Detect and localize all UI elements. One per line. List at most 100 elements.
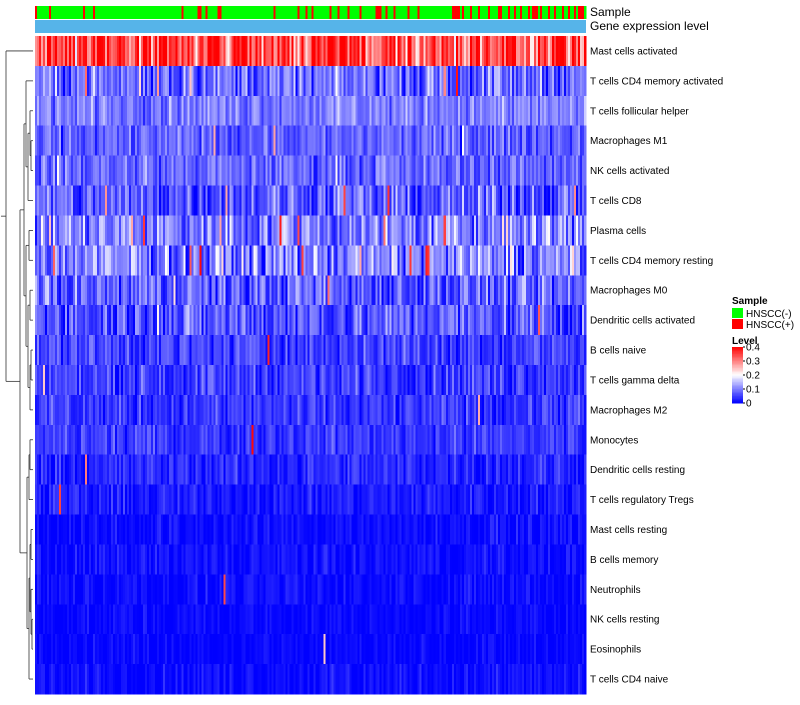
heatmap-cell (115, 185, 118, 216)
heatmap-cell (519, 394, 523, 426)
heatmap-cell (399, 514, 403, 545)
heatmap-cell (389, 36, 393, 67)
heatmap-cell (77, 155, 80, 186)
heatmap-cell (335, 95, 338, 127)
heatmap-cell (529, 305, 533, 336)
heatmap-cell (71, 424, 74, 456)
heatmap-cell (237, 275, 240, 306)
heatmap-cell (327, 454, 330, 486)
heatmap-cell (315, 454, 318, 486)
heatmap-cell (489, 36, 493, 67)
heatmap-cell (577, 335, 581, 366)
heatmap-cell (183, 454, 186, 486)
heatmap-cell (87, 365, 90, 396)
heatmap-cell (211, 394, 214, 426)
heatmap-cell (111, 155, 114, 186)
heatmap-cell (409, 394, 413, 426)
heatmap-cell (551, 305, 555, 336)
heatmap-cell (519, 514, 523, 545)
heatmap-cell (273, 394, 276, 426)
heatmap-cell (475, 65, 479, 97)
heatmap-cell (459, 514, 463, 545)
heatmap-cell (393, 484, 397, 515)
heatmap-cell (57, 95, 60, 127)
heatmap-cell (95, 275, 98, 306)
heatmap-cell (197, 245, 200, 276)
heatmap-cell (555, 365, 559, 396)
heatmap-cell (571, 36, 575, 67)
heatmap-cell (257, 215, 260, 246)
heatmap-cell (409, 454, 413, 486)
heatmap-cell (449, 36, 453, 67)
heatmap-cell (167, 36, 170, 67)
heatmap-cell (575, 245, 579, 276)
heatmap-cell (489, 514, 493, 545)
heatmap-cell (89, 365, 92, 396)
heatmap-cell (571, 215, 575, 246)
heatmap-cell (171, 125, 174, 157)
heatmap-cell (135, 335, 138, 366)
heatmap-cell (225, 484, 228, 515)
heatmap-cell (399, 155, 403, 186)
heatmap-cell (147, 36, 150, 67)
heatmap-cell (525, 185, 529, 216)
heatmap-cell (191, 155, 194, 186)
heatmap-cell (313, 245, 316, 276)
heatmap-cell (169, 36, 172, 67)
heatmap-cell (523, 275, 527, 306)
heatmap-cell (489, 245, 493, 276)
heatmap-cell (161, 305, 164, 336)
heatmap-cell (539, 484, 543, 515)
heatmap-cell (515, 514, 519, 545)
heatmap-cell (437, 65, 441, 97)
heatmap-cell (483, 514, 487, 545)
heatmap-cell (335, 424, 338, 456)
heatmap-cell (557, 95, 561, 127)
heatmap-cell (369, 185, 373, 216)
heatmap-cell (283, 335, 286, 366)
heatmap-cell (387, 454, 391, 486)
heatmap-cell (41, 305, 44, 336)
heatmap-cell (319, 155, 322, 186)
heatmap-cell (517, 155, 521, 186)
heatmap-cell (107, 365, 110, 396)
heatmap-cell (173, 95, 176, 127)
heatmap-cell (211, 305, 214, 336)
heatmap-cell (227, 36, 230, 67)
heatmap-cell (299, 394, 302, 426)
heatmap-cell (77, 424, 80, 456)
heatmap-cell (377, 185, 381, 216)
heatmap-cell (83, 335, 86, 366)
heatmap-cell (479, 185, 483, 216)
heatmap-cell (251, 125, 254, 157)
heatmap-cell (53, 36, 56, 67)
heatmap-cell (533, 95, 537, 127)
heatmap-cell (301, 365, 304, 396)
heatmap-cell (463, 484, 467, 515)
heatmap-cell (309, 424, 312, 456)
heatmap-cell (423, 155, 427, 186)
heatmap-cell (43, 215, 46, 246)
heatmap-cell (445, 125, 449, 157)
heatmap-cell (565, 305, 569, 336)
heatmap-cell (555, 95, 559, 127)
heatmap-cell (165, 125, 168, 157)
heatmap-cell (501, 95, 505, 127)
heatmap-cell (193, 424, 196, 456)
heatmap-cell (541, 36, 545, 67)
heatmap-cell (185, 125, 188, 157)
heatmap-cell (257, 125, 260, 157)
heatmap-cell (335, 275, 338, 306)
heatmap-cell (563, 454, 567, 486)
heatmap-cell (219, 125, 222, 157)
heatmap-cell (241, 335, 244, 366)
heatmap-cell (79, 275, 82, 306)
heatmap-cell (481, 185, 485, 216)
heatmap-cell (433, 454, 437, 486)
heatmap-cell (161, 424, 164, 456)
heatmap-cell (199, 155, 202, 186)
heatmap-cell (423, 365, 427, 396)
heatmap-cell (107, 95, 110, 127)
heatmap-cell (201, 394, 204, 426)
heatmap-cell (127, 335, 130, 366)
